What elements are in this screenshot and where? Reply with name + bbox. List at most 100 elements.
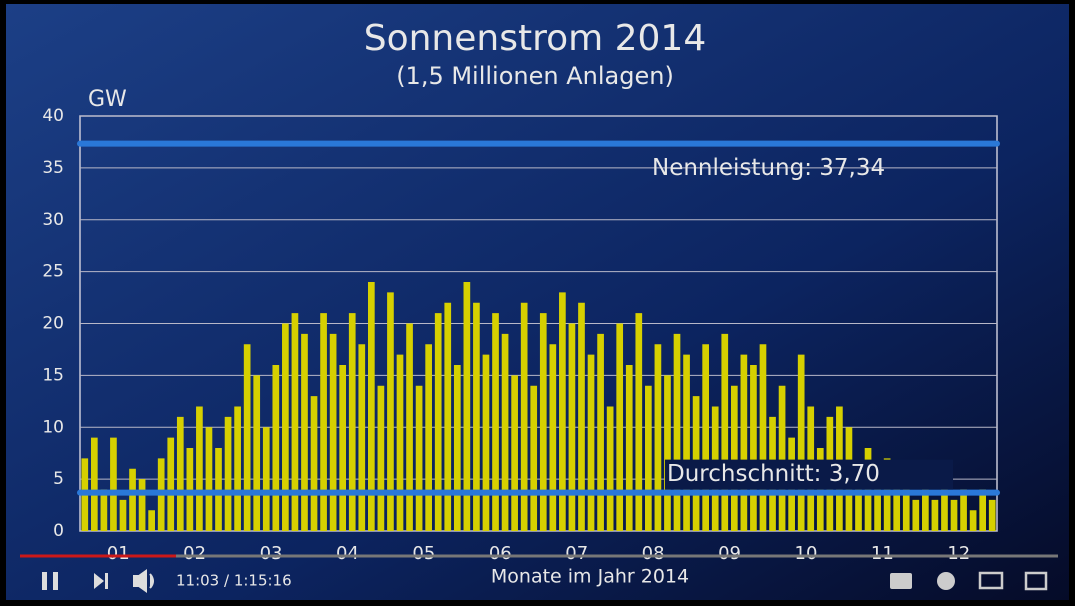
y-tick-label: 30	[42, 210, 64, 230]
x-tick-label: 10	[795, 543, 818, 564]
y-tick-label: 25	[42, 262, 64, 282]
bar	[167, 437, 175, 531]
x-tick-label: 12	[947, 543, 970, 564]
bar	[587, 354, 595, 531]
bar	[310, 396, 318, 531]
pause-button[interactable]	[42, 572, 47, 590]
bar	[520, 302, 528, 531]
volume-button[interactable]	[133, 569, 154, 593]
bar	[912, 499, 920, 531]
x-tick-label: 08	[642, 543, 665, 564]
bar	[664, 375, 671, 531]
x-tick-label: 09	[718, 543, 741, 564]
bar	[635, 313, 643, 531]
bar	[262, 427, 270, 531]
bar	[922, 489, 929, 531]
y-tick-label: 35	[42, 158, 64, 178]
bar	[224, 416, 232, 531]
x-tick-label: 03	[260, 543, 283, 564]
bar	[482, 354, 490, 531]
bar	[406, 323, 413, 531]
bar	[750, 365, 757, 531]
fullscreen-button[interactable]	[1024, 571, 1048, 591]
next-button[interactable]	[94, 573, 108, 589]
bar	[941, 479, 948, 531]
y-tick-label: 5	[53, 469, 64, 489]
bar	[119, 499, 127, 531]
annotation-label: Nennleistung: 37,34	[652, 155, 885, 181]
x-tick-label: 06	[489, 543, 512, 564]
bar	[597, 333, 604, 531]
bar	[616, 323, 624, 531]
bar	[234, 406, 241, 531]
x-tick-label: 01	[107, 543, 130, 564]
bar	[348, 313, 356, 531]
bar	[855, 468, 862, 531]
bar	[902, 489, 910, 531]
x-tick-label: 07	[565, 543, 588, 564]
bar	[367, 282, 375, 531]
theater-button[interactable]	[978, 571, 1004, 590]
bar	[578, 302, 585, 531]
bar	[501, 333, 509, 531]
bar	[549, 344, 557, 531]
bar	[272, 365, 280, 531]
x-tick-label: 02	[183, 543, 206, 564]
bar	[874, 479, 881, 531]
bar	[176, 416, 184, 531]
bar	[138, 479, 146, 531]
bar	[473, 302, 480, 531]
bar	[740, 354, 748, 531]
bar	[673, 333, 681, 531]
y-tick-label: 10	[42, 417, 64, 437]
y-tick-label: 20	[42, 314, 64, 334]
bar	[90, 437, 98, 531]
pause-button-bar[interactable]	[53, 572, 58, 590]
bar	[931, 499, 939, 531]
bar	[196, 406, 203, 531]
bar	[645, 385, 652, 531]
subtitles-button[interactable]	[890, 573, 912, 589]
bar	[606, 406, 614, 531]
bar	[625, 365, 633, 531]
settings-button[interactable]	[937, 572, 955, 590]
chart-subtitle: (1,5 Millionen Anlagen)	[396, 62, 674, 90]
bar	[893, 479, 901, 531]
bar	[444, 302, 452, 531]
bar	[960, 489, 967, 531]
bar	[730, 385, 738, 531]
annotation-label: Durchschnitt: 3,70	[667, 461, 880, 487]
bar	[759, 344, 767, 531]
bar	[988, 499, 996, 531]
bar	[778, 385, 786, 531]
bar	[979, 489, 987, 531]
bar	[950, 499, 958, 531]
bar	[148, 510, 155, 531]
y-axis-label: GW	[88, 87, 127, 112]
bar	[100, 489, 108, 531]
bar	[215, 448, 222, 531]
x-tick-label: 05	[412, 543, 435, 564]
bar	[329, 333, 337, 531]
bar	[129, 468, 136, 531]
time-display: 11:03 / 1:15:16	[176, 572, 292, 590]
bar	[453, 365, 461, 531]
bar	[396, 354, 404, 531]
bar	[415, 385, 423, 531]
bar	[358, 344, 366, 531]
y-tick-label: 15	[42, 365, 64, 385]
bar	[568, 323, 576, 531]
bar	[291, 313, 299, 531]
bar	[797, 354, 805, 531]
bar	[320, 313, 327, 531]
bar	[434, 313, 442, 531]
bar	[301, 333, 308, 531]
chart-title: Sonnenstrom 2014	[364, 18, 707, 59]
x-tick-label: 04	[336, 543, 359, 564]
bar	[186, 448, 194, 531]
bar	[253, 375, 261, 531]
bar	[969, 510, 977, 531]
bar	[530, 385, 538, 531]
